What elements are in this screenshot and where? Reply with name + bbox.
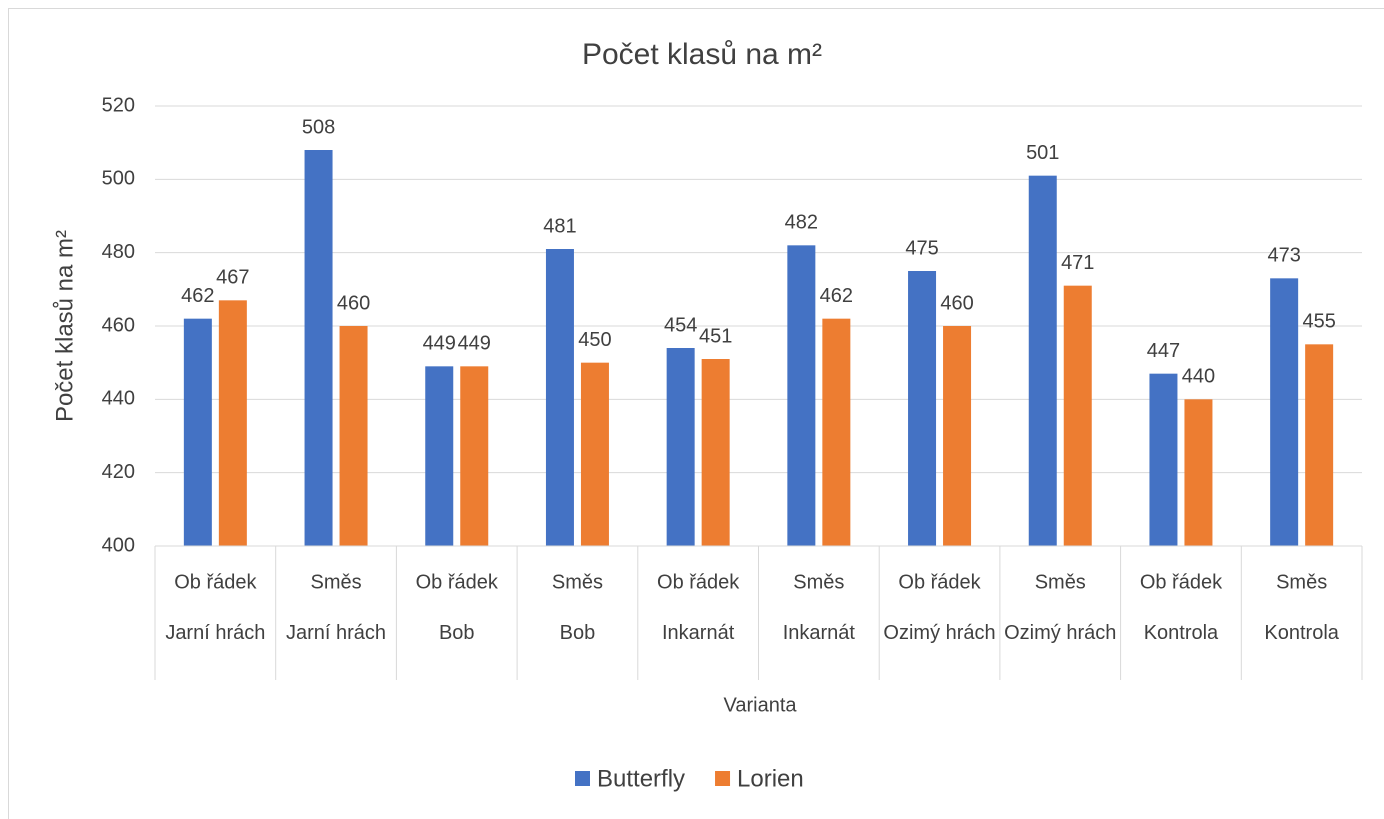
legend-label: Butterfly [597, 765, 685, 792]
data-label: 501 [1026, 142, 1059, 164]
x-axis-title: Varianta [723, 694, 797, 716]
bar [183, 318, 212, 546]
data-label: 460 [337, 292, 370, 314]
x-group-label: Bob [559, 622, 596, 644]
bar [1149, 373, 1178, 546]
data-label: 462 [820, 285, 853, 307]
bar [545, 249, 574, 546]
x-group-label-box: Kontrola [1264, 622, 1339, 644]
x-group-label-box: Ozimý hrách [883, 622, 996, 644]
x-tick-label: Ob řádek [174, 571, 257, 593]
y-axis-title: Počet klasů na m² [51, 230, 78, 422]
bar [787, 245, 816, 547]
y-tick-label: 460 [102, 314, 135, 336]
x-group-label-box: Jarní hrách [165, 622, 266, 644]
data-label: 481 [543, 215, 576, 237]
bar [1063, 285, 1092, 546]
chart-title: Počet klasů na m² [582, 38, 822, 71]
y-tick-label: 520 [102, 94, 135, 116]
x-group-label: Inkarnát [662, 622, 735, 644]
data-label: 471 [1061, 252, 1094, 274]
data-label: 508 [302, 116, 335, 138]
x-group-label-box: Inkarnát [662, 622, 735, 644]
x-group-label: Jarní hrách [286, 622, 387, 644]
bar [666, 348, 695, 546]
data-label: 473 [1267, 245, 1300, 267]
x-group-label: Kontrola [1264, 622, 1339, 644]
bar [425, 366, 454, 546]
x-tick-label: Směs [1276, 571, 1327, 593]
x-tick-label: Směs [793, 571, 844, 593]
data-label: 449 [423, 333, 456, 355]
bar [460, 366, 489, 546]
x-tick-label: Ob řádek [1140, 571, 1223, 593]
bar [822, 318, 851, 546]
x-group-label-box: Inkarnát [782, 622, 855, 644]
x-group-label-box: Kontrola [1143, 622, 1219, 644]
x-tick-label: Směs [552, 571, 603, 593]
data-label: 450 [578, 329, 611, 351]
x-group-label-box: Jarní hrách [286, 622, 387, 644]
data-label: 460 [940, 292, 973, 314]
bar [943, 326, 972, 546]
data-label: 462 [181, 285, 214, 307]
x-group-label: Ozimý hrách [1004, 622, 1117, 644]
x-group-label-box: Bob [438, 622, 475, 644]
x-group-label: Inkarnát [782, 622, 855, 644]
x-group-label: Bob [438, 622, 475, 644]
x-tick-label: Ob řádek [416, 571, 499, 593]
x-group-label-box: Bob [559, 622, 596, 644]
x-tick-label: Ob řádek [657, 571, 740, 593]
data-label: 440 [1182, 366, 1215, 388]
bar [304, 150, 333, 546]
data-label: 467 [216, 267, 249, 289]
bar [1270, 278, 1299, 546]
data-label: 454 [664, 314, 697, 336]
chart-frame [8, 8, 1384, 819]
bar [1184, 399, 1213, 546]
data-label: 449 [458, 333, 491, 355]
x-group-label: Kontrola [1143, 622, 1219, 644]
y-tick-label: 400 [102, 534, 135, 556]
x-group-label-box: Ozimý hrách [1004, 622, 1117, 644]
bar [908, 271, 937, 546]
y-tick-label: 420 [102, 461, 135, 483]
legend-swatch [575, 771, 590, 786]
bar [339, 326, 368, 546]
x-tick-label: Ob řádek [898, 571, 981, 593]
data-label: 455 [1302, 311, 1335, 333]
data-label: 475 [905, 237, 938, 259]
data-label: 482 [785, 212, 818, 234]
x-tick-label: Směs [310, 571, 361, 593]
bar [1305, 344, 1334, 546]
y-tick-label: 440 [102, 388, 135, 410]
x-tick-label: Směs [1035, 571, 1086, 593]
x-group-label: Jarní hrách [165, 622, 266, 644]
x-group-label: Ozimý hrách [883, 622, 996, 644]
y-tick-label: 480 [102, 241, 135, 263]
data-label: 447 [1147, 340, 1180, 362]
legend-label: Lorien [737, 765, 804, 792]
bar [701, 359, 730, 546]
legend-swatch [715, 771, 731, 786]
bar [218, 300, 247, 546]
data-label: 451 [699, 325, 732, 347]
bar [1028, 175, 1057, 546]
y-tick-label: 500 [102, 168, 135, 190]
bar [580, 362, 609, 546]
